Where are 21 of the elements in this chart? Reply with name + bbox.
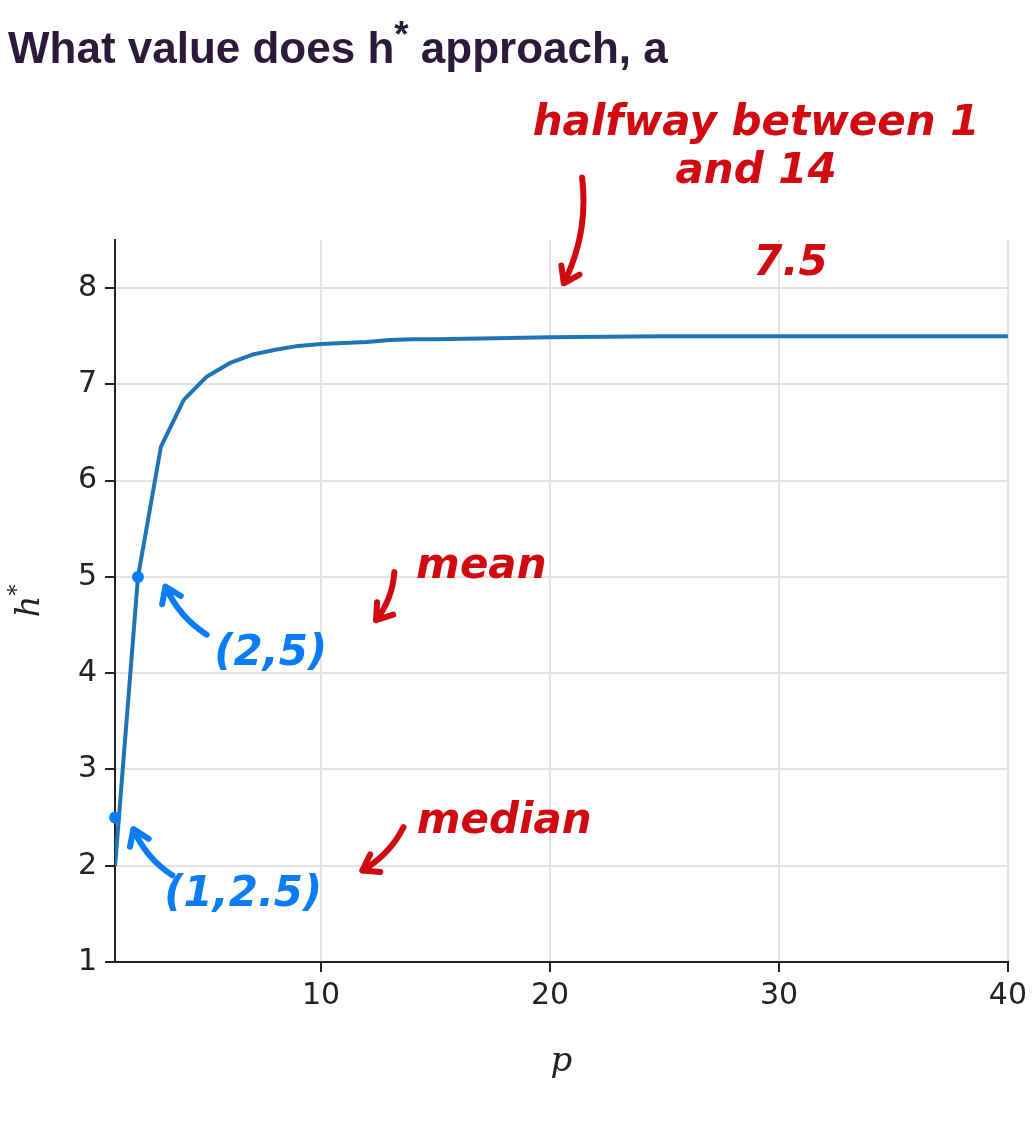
- x-tick-label: 30: [759, 975, 799, 1011]
- y-tick-label: 5: [77, 556, 98, 592]
- y-tick-label: 3: [77, 749, 98, 785]
- annotation: mean: [416, 539, 547, 589]
- y-axis-title: h*: [2, 584, 47, 618]
- y-tick-label: 1: [77, 941, 98, 977]
- annotation: (2,5): [214, 625, 328, 675]
- x-axis-title: p: [550, 1038, 573, 1079]
- chart-title: What value does h$^{*}$ approach, a: [7, 13, 669, 72]
- annotation: 7.5: [753, 235, 828, 285]
- text: halfway between 1 and 14: [532, 96, 980, 194]
- y-tick-label: 7: [77, 364, 98, 400]
- y-tick-label: 2: [77, 845, 98, 881]
- y-tick-label: 6: [77, 460, 98, 496]
- x-tick-label: 40: [988, 975, 1028, 1011]
- annotation: (1,2.5): [164, 866, 323, 916]
- x-tick-label: 20: [530, 975, 570, 1011]
- y-tick-label: 8: [77, 267, 98, 303]
- y-tick-label: 4: [77, 653, 98, 688]
- x-tick-label: 10: [302, 975, 341, 1011]
- annotation: median: [416, 794, 592, 844]
